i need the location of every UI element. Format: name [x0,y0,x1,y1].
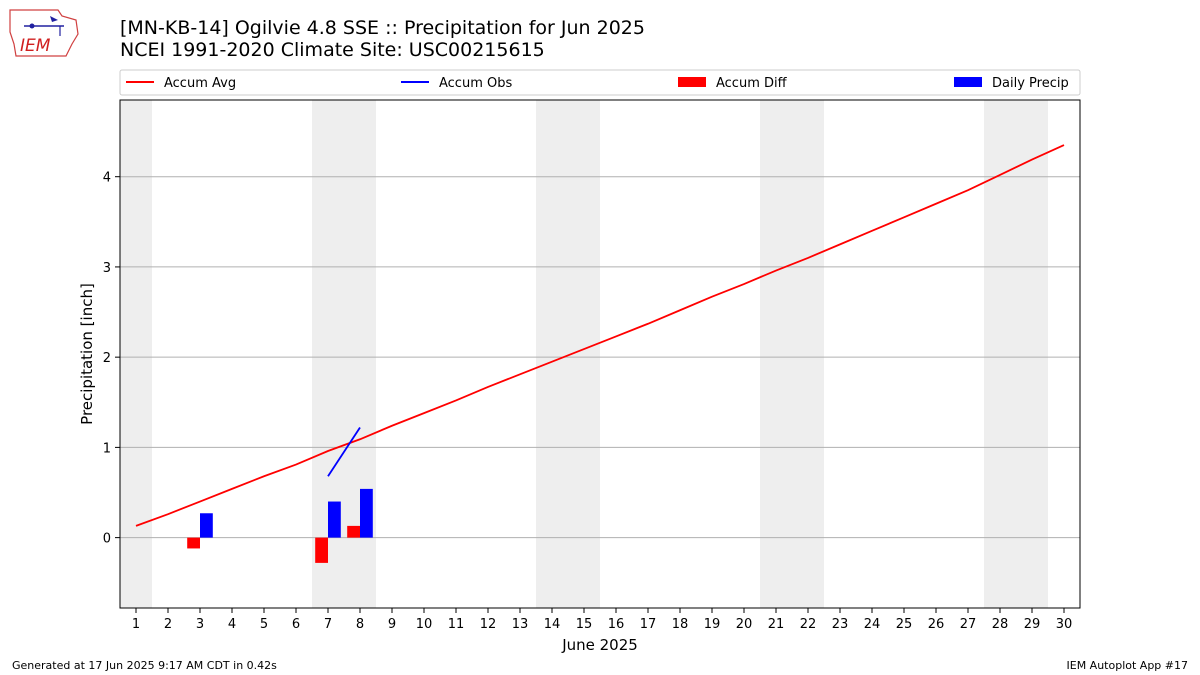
legend-daily-precip-swatch [954,77,982,87]
x-tick-label: 9 [388,617,396,632]
accum-obs-line [327,427,361,477]
legend-daily-precip-label: Daily Precip [992,76,1069,91]
line-series [135,144,1065,527]
x-tick-label: 7 [324,617,332,632]
app-credit: IEM Autoplot App #17 [1066,659,1189,672]
weekend-band [760,100,824,608]
generated-timestamp: Generated at 17 Jun 2025 9:17 AM CDT in … [12,659,277,672]
accum-diff-bar [187,537,200,549]
weekend-bands [120,100,1048,608]
y-axis-ticks: 0 1 2 3 4 [103,171,120,547]
x-tick-label: 16 [608,617,625,632]
iem-logo: IEM [9,9,79,57]
accum-diff-bar [315,537,328,563]
x-tick-label: 1 [132,617,140,632]
x-tick-label: 24 [864,617,881,632]
y-gridlines [120,176,1080,539]
y-tick-label: 2 [103,351,111,366]
x-tick-label: 23 [832,617,849,632]
x-tick-label: 13 [512,617,529,632]
x-tick-label: 17 [640,617,657,632]
x-tick-label: 6 [292,617,300,632]
x-tick-label: 14 [544,617,561,632]
chart-title: [MN-KB-14] Ogilvie 4.8 SSE :: Precipitat… [120,17,645,39]
legend-accum-diff-swatch [678,77,706,87]
legend-accum-diff-label: Accum Diff [716,76,788,91]
accum-diff-bar [347,525,360,538]
x-tick-label: 4 [228,617,236,632]
x-tick-label: 19 [704,617,721,632]
x-tick-label: 3 [196,617,204,632]
legend-box [119,69,1081,96]
daily-precip-bar [328,501,341,538]
daily-precip-bar [360,488,373,538]
x-tick-label: 18 [672,617,689,632]
daily-precip-bar [200,513,213,538]
y-axis-label: Precipitation [inch] [78,283,96,425]
y-tick-label: 3 [103,261,111,276]
x-tick-label: 30 [1056,617,1073,632]
x-tick-label: 12 [480,617,497,632]
accum-avg-line [135,144,1065,527]
x-tick-label: 22 [800,617,817,632]
x-tick-label: 28 [992,617,1009,632]
legend: Accum Avg Accum Obs Accum Diff Daily Precip [119,69,1081,96]
x-tick-label: 25 [896,617,913,632]
x-tick-label: 26 [928,617,945,632]
x-tick-label: 11 [448,617,465,632]
weekend-band [984,100,1048,608]
y-tick-label: 4 [103,171,111,186]
x-tick-label: 15 [576,617,593,632]
x-tick-label: 2 [164,617,172,632]
legend-accum-obs-label: Accum Obs [439,76,512,91]
x-tick-label: 8 [356,617,364,632]
bar-series [187,488,373,563]
x-axis-label: June 2025 [561,636,638,654]
chart-subtitle: NCEI 1991-2020 Climate Site: USC00215615 [120,39,545,61]
x-tick-label: 5 [260,617,268,632]
x-tick-label: 27 [960,617,977,632]
plot-frame [119,99,1081,609]
logo-text: IEM [20,36,51,56]
x-tick-label: 21 [768,617,785,632]
x-tick-label: 10 [416,617,433,632]
x-tick-label: 29 [1024,617,1041,632]
legend-accum-avg-label: Accum Avg [164,76,236,91]
x-axis-ticks: 1 2 3 4 5 6 7 8 9 10 11 12 13 14 15 16 17 18 19 20 21 22 23 24 2… [132,608,1072,632]
x-tick-label: 20 [736,617,753,632]
y-tick-label: 0 [103,532,111,547]
y-tick-label: 1 [103,441,111,456]
weekend-band [120,100,152,608]
weekend-band [536,100,600,608]
